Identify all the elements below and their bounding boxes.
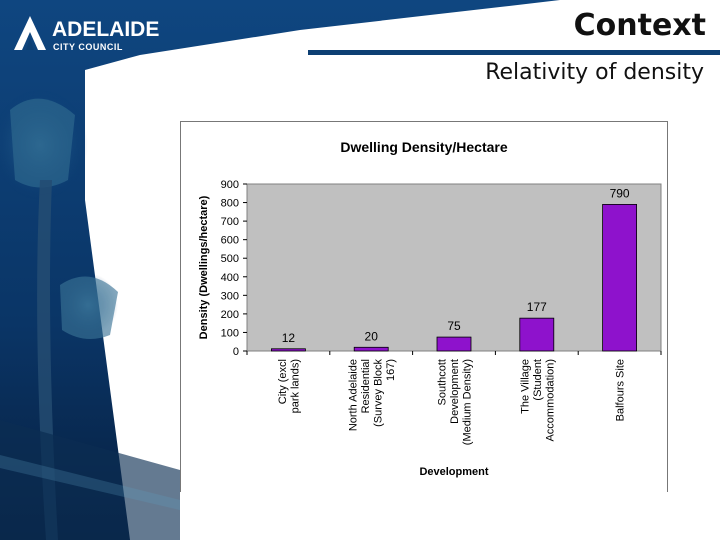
adelaide-city-council-logo: ADELAIDE CITY COUNCIL [12, 12, 159, 52]
y-tick-label: 200 [221, 309, 239, 321]
x-category-label-line: 167) [385, 359, 397, 381]
street-lamp-photo [0, 90, 180, 540]
x-category-label-line: The Village [519, 359, 531, 414]
title-divider [308, 50, 720, 55]
x-category-label-line: park lands) [290, 359, 302, 413]
y-tick-label: 0 [233, 346, 239, 358]
x-category-label-line: Accommodation) [544, 359, 556, 442]
chart-title: Dwelling Density/Hectare [340, 139, 507, 155]
x-category-label: The Village(StudentAccommodation) [519, 359, 556, 442]
bar-chart: Dwelling Density/Hectare 0 100 200 300 400 500… [198, 139, 662, 478]
x-category-label-line: Balfours Site [615, 359, 627, 421]
y-axis-title: Density (Dwellings/hectare) [198, 195, 210, 339]
bar-data-label: 75 [447, 319, 461, 333]
bar [353, 346, 389, 352]
slide-title: Context [573, 8, 706, 43]
x-category-label-line: Residential [360, 359, 372, 413]
y-tick-label: 700 [221, 216, 239, 228]
y-tick-label: 300 [221, 290, 239, 302]
y-tick-label: 100 [221, 327, 239, 339]
bar [519, 317, 555, 352]
y-tick-label: 400 [221, 272, 239, 284]
x-category-label-line: City (excl [277, 359, 289, 404]
bar-data-label: 177 [527, 300, 547, 314]
chart-container: Dwelling Density/Hectare 0 100 200 300 400 500… [180, 121, 668, 492]
slide-subtitle: Relativity of density [485, 60, 704, 85]
y-tick-label: 500 [221, 253, 239, 265]
x-category-label-line: (Student [532, 359, 544, 401]
logo-mark-icon [14, 16, 46, 50]
bar [436, 336, 472, 352]
x-category-label: City (exclpark lands) [277, 359, 302, 413]
x-category-label-line: (Survey Block [373, 359, 385, 427]
bar [602, 204, 638, 352]
logo-name: ADELAIDE [52, 18, 160, 41]
x-category-label: SouthcottDevelopment(Medium Density) [437, 359, 474, 445]
x-category-label: Balfours Site [615, 359, 627, 421]
x-category-label-line: Development [449, 359, 461, 424]
bar [271, 348, 306, 352]
bar-data-label: 20 [365, 329, 379, 343]
x-category-label-line: North Adelaide [347, 359, 359, 431]
logo-subtitle: CITY COUNCIL [53, 42, 123, 52]
y-tick-label: 800 [221, 198, 239, 210]
x-axis-title: Development [419, 466, 488, 478]
plot-area [246, 183, 662, 352]
bar-data-label: 790 [610, 186, 630, 200]
y-tick-label: 900 [221, 179, 239, 191]
bar-data-label: 12 [282, 331, 296, 345]
y-tick-label: 600 [221, 235, 239, 247]
x-category-label-line: Southcott [437, 359, 449, 405]
x-category-label-line: (Medium Density) [462, 359, 474, 445]
x-category-label: North AdelaideResidential(Survey Block16… [347, 359, 397, 432]
